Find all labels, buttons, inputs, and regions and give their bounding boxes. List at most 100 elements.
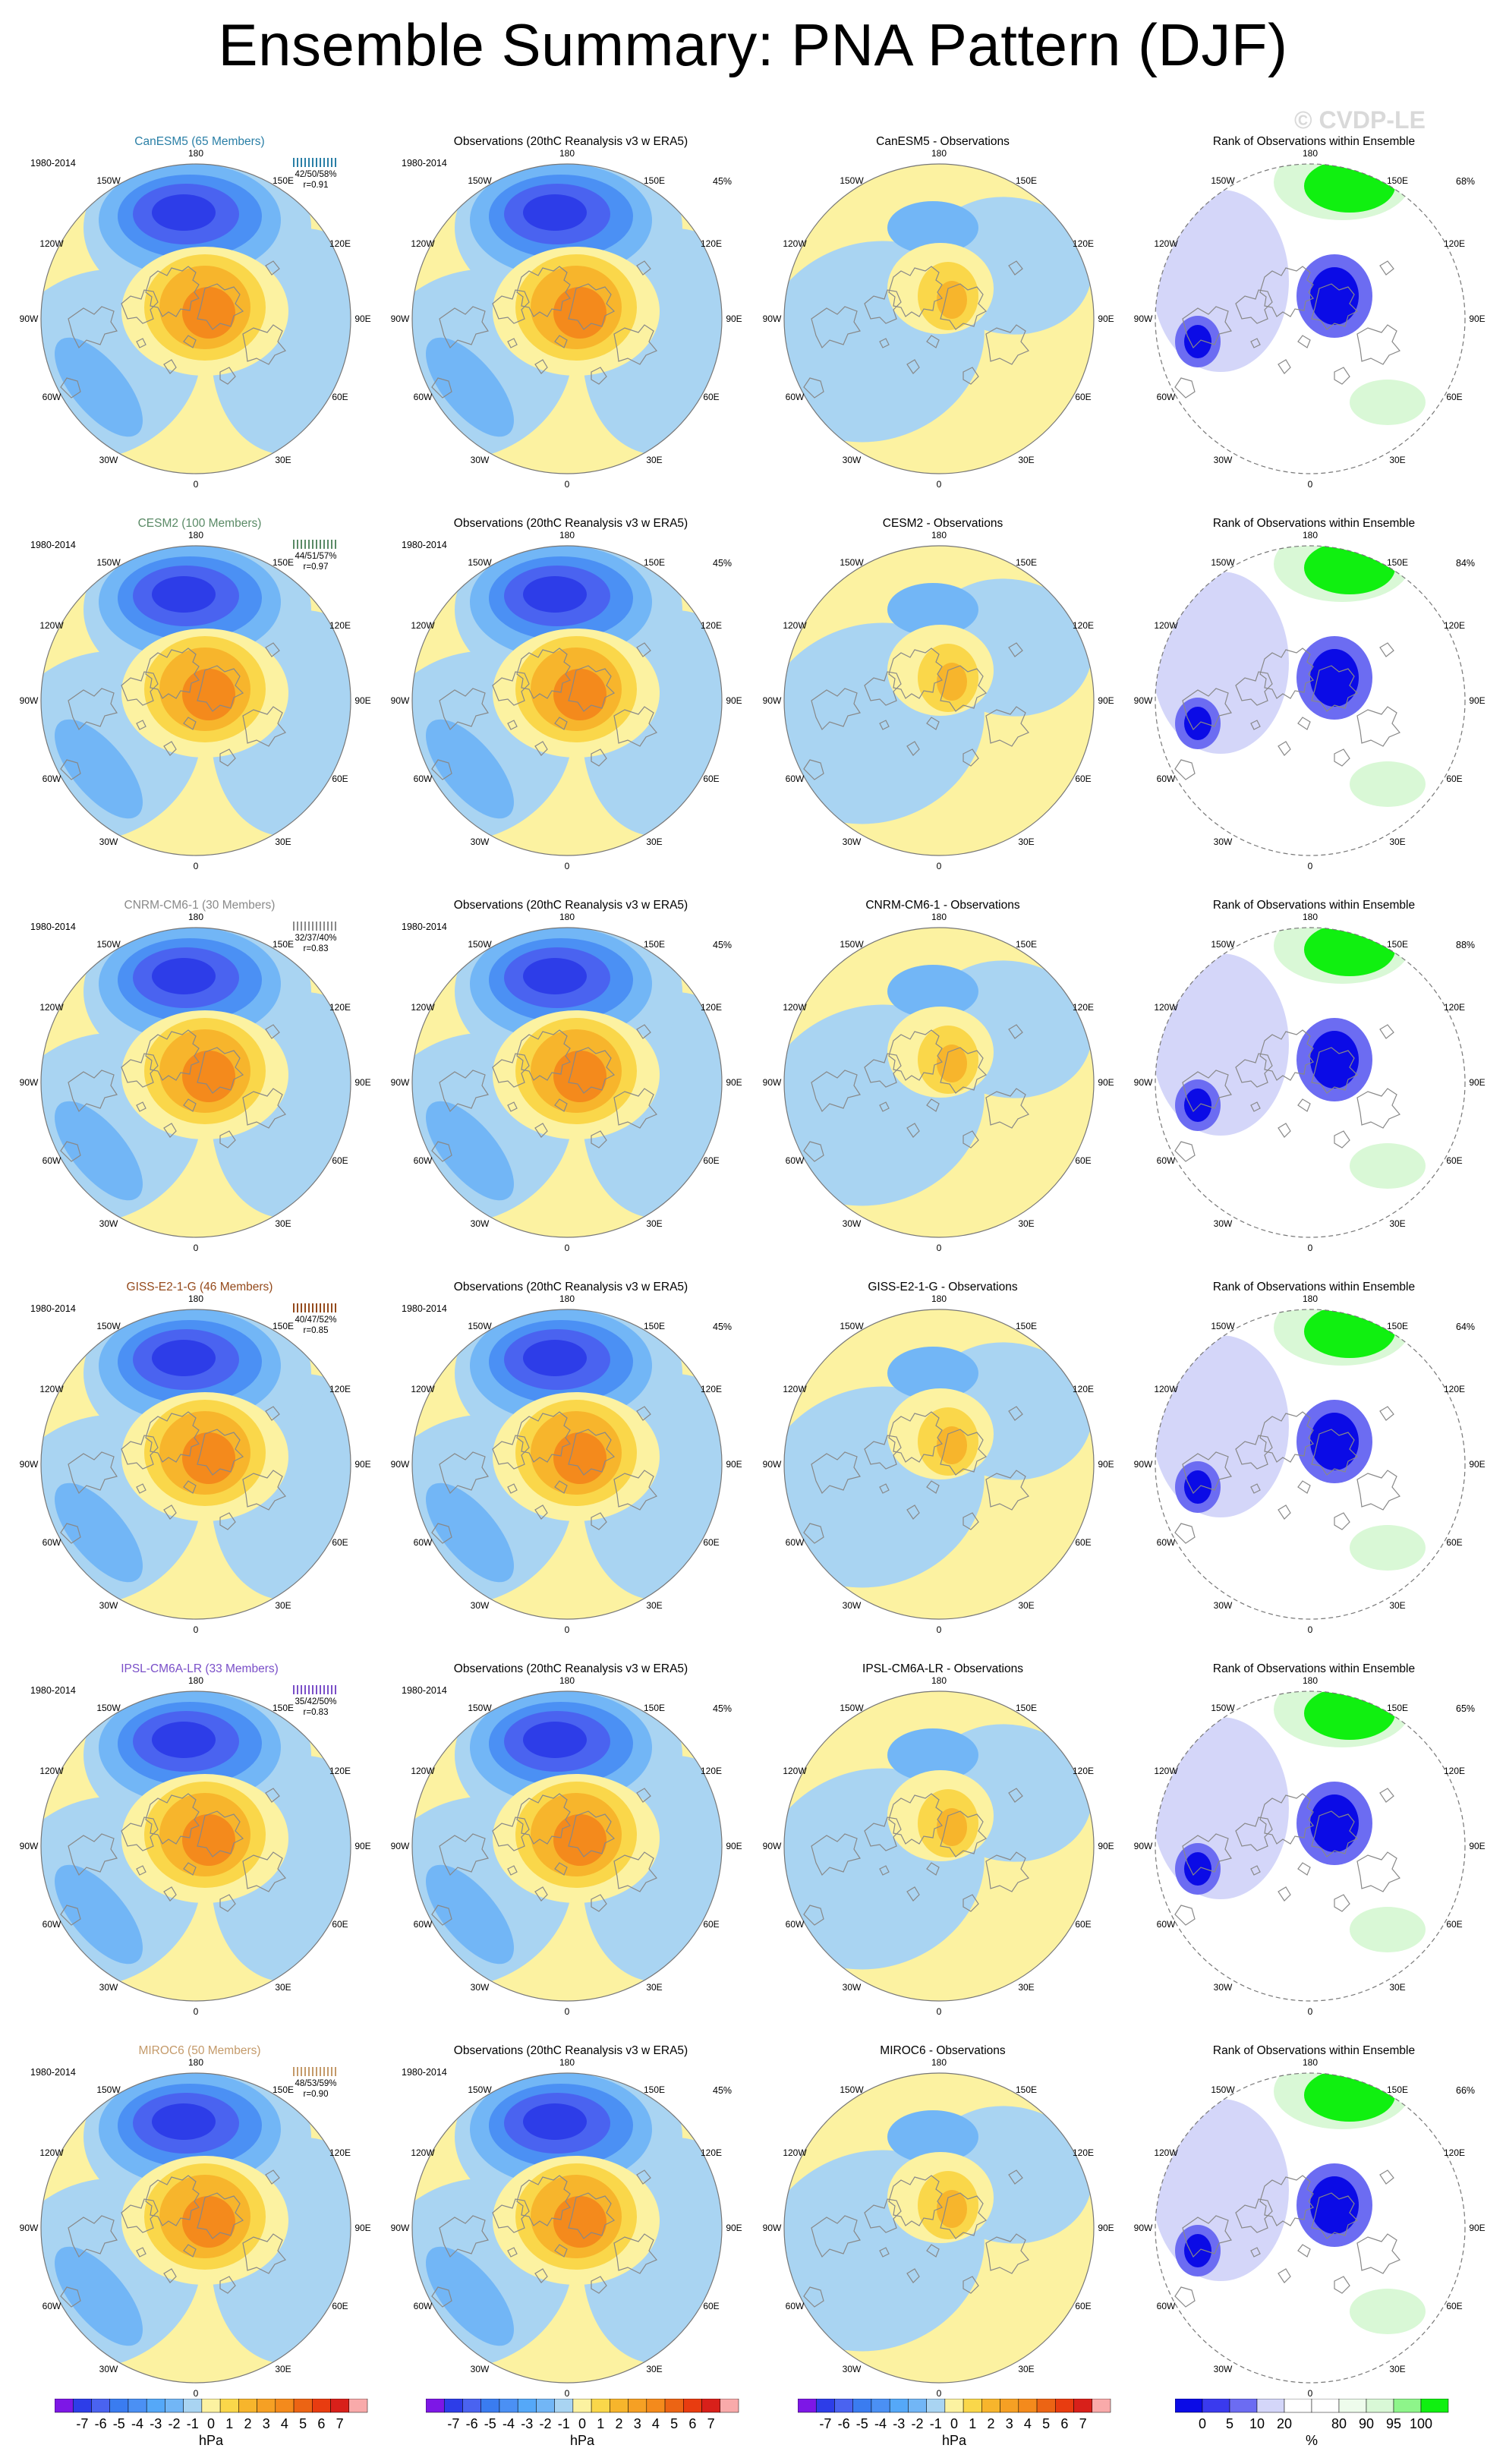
lon-label-ru: 120E xyxy=(1443,1384,1466,1394)
panel-model-6: MIROC6 (50 Members) 1980-2014 48/53/59% r=0… xyxy=(15,2023,384,2399)
panel-obs-4: Observations (20thC Reanalysis v3 w ERA5… xyxy=(386,1259,755,1636)
lon-label-bottom: 0 xyxy=(1307,1624,1313,1635)
panel-obs-1: Observations (20thC Reanalysis v3 w ERA5… xyxy=(386,114,755,490)
lon-label-ur: 150E xyxy=(1015,2084,1038,2095)
colorbar-tick: -3 xyxy=(893,2416,906,2431)
lon-label-top: 180 xyxy=(931,148,947,159)
lon-label-bottom: 0 xyxy=(936,2388,942,2399)
lon-label-ur: 150E xyxy=(272,939,295,950)
lon-label-lu: 120W xyxy=(411,1384,435,1394)
lon-label-bl: 30W xyxy=(1213,2364,1233,2374)
panel-title: Rank of Observations within Ensemble xyxy=(1212,899,1416,912)
polar-map xyxy=(1155,2072,1466,2384)
lon-label-ur: 150E xyxy=(272,175,295,186)
colorbar-tick: 2 xyxy=(987,2416,995,2431)
lon-label-right: 90E xyxy=(354,695,371,706)
ensemble-stats: 44/51/57% r=0.97 xyxy=(278,540,354,572)
colorbar-tick: 10 xyxy=(1249,2416,1265,2431)
lon-label-br: 30E xyxy=(646,1600,663,1611)
lon-label-lu: 120W xyxy=(1154,2147,1178,2158)
lon-label-rl: 60E xyxy=(703,774,720,784)
lon-label-left: 90W xyxy=(19,1077,39,1088)
lon-label-right: 90E xyxy=(726,314,742,324)
polar-map xyxy=(783,1690,1095,2002)
ensemble-stats: 40/47/52% r=0.85 xyxy=(278,1303,354,1336)
lon-label-right: 90E xyxy=(726,1077,742,1088)
colorbar-tick: 5 xyxy=(1042,2416,1051,2431)
colorbar-tick: 5 xyxy=(299,2416,307,2431)
lon-label-bl: 30W xyxy=(470,1982,490,1993)
percentiles: 35/42/50% xyxy=(295,1697,337,1706)
colorbar-tick: 7 xyxy=(707,2416,715,2431)
colorbar-tick: 2 xyxy=(244,2416,252,2431)
colorbar-tick: 4 xyxy=(280,2416,288,2431)
lon-label-ul: 150W xyxy=(1211,1703,1235,1713)
lon-label-ur: 150E xyxy=(1015,557,1038,568)
panel-title: Rank of Observations within Ensemble xyxy=(1212,1281,1416,1293)
lon-label-left: 90W xyxy=(762,1841,782,1851)
lon-label-ul: 150W xyxy=(840,1703,864,1713)
lon-label-right: 90E xyxy=(354,314,371,324)
polar-map xyxy=(411,545,723,856)
colorbar-tick: -7 xyxy=(447,2416,460,2431)
colorbar-tick: 6 xyxy=(688,2416,697,2431)
lon-label-br: 30E xyxy=(275,455,291,465)
lon-label-br: 30E xyxy=(1018,1600,1035,1611)
panel-title: CNRM-CM6-1 - Observations xyxy=(865,899,1020,912)
ensemble-stats: 48/53/59% r=0.90 xyxy=(278,2067,354,2100)
colorbar-tick: 5 xyxy=(1225,2416,1234,2431)
lon-label-bottom: 0 xyxy=(936,861,942,871)
panel-title: Observations (20thC Reanalysis v3 w ERA5… xyxy=(453,899,688,912)
lon-label-rl: 60E xyxy=(1075,774,1092,784)
lon-label-lu: 120W xyxy=(1154,1384,1178,1394)
lon-label-ur: 150E xyxy=(643,1703,666,1713)
lon-label-ru: 120E xyxy=(329,238,351,249)
lon-label-ur: 150E xyxy=(643,557,666,568)
lon-label-ur: 150E xyxy=(643,2084,666,2095)
lon-label-right: 90E xyxy=(1098,1077,1114,1088)
lon-label-br: 30E xyxy=(646,2364,663,2374)
lon-label-ll: 60W xyxy=(42,1537,61,1548)
lon-label-ur: 150E xyxy=(272,1321,295,1331)
lon-label-right: 90E xyxy=(1098,314,1114,324)
lon-label-lu: 120W xyxy=(39,1384,64,1394)
lon-label-bottom: 0 xyxy=(193,2006,199,2017)
colorbar-tick: 3 xyxy=(262,2416,270,2431)
lon-label-br: 30E xyxy=(1018,455,1035,465)
colorbar-tick: -1 xyxy=(186,2416,199,2431)
lon-label-ll: 60W xyxy=(42,1919,61,1930)
lon-label-rl: 60E xyxy=(1075,2301,1092,2311)
lon-label-br: 30E xyxy=(1018,1982,1035,1993)
percentiles: 40/47/52% xyxy=(295,1315,337,1325)
lon-label-right: 90E xyxy=(1469,2223,1486,2233)
lon-label-lu: 120W xyxy=(783,620,807,631)
colorbar-tick: 0 xyxy=(578,2416,587,2431)
lon-label-right: 90E xyxy=(726,1841,742,1851)
lon-label-lu: 120W xyxy=(783,238,807,249)
lon-label-ll: 60W xyxy=(1156,1537,1176,1548)
panel-title: Observations (20thC Reanalysis v3 w ERA5… xyxy=(453,135,688,148)
lon-label-bottom: 0 xyxy=(1307,2006,1313,2017)
lon-label-br: 30E xyxy=(1389,837,1406,847)
lon-label-ru: 120E xyxy=(329,2147,351,2158)
colorbar-tick: 0 xyxy=(1198,2416,1207,2431)
lon-label-ul: 150W xyxy=(96,175,121,186)
lon-label-lu: 120W xyxy=(411,1002,435,1013)
lon-label-lu: 120W xyxy=(39,620,64,631)
lon-label-br: 30E xyxy=(1389,1982,1406,1993)
lon-label-lu: 120W xyxy=(1154,238,1178,249)
member-spread-marks xyxy=(293,158,339,167)
panel-title: Rank of Observations within Ensemble xyxy=(1212,135,1416,148)
lon-label-br: 30E xyxy=(275,2364,291,2374)
lon-label-rl: 60E xyxy=(1446,1537,1463,1548)
colorbar-tick: -4 xyxy=(131,2416,144,2431)
lon-label-rl: 60E xyxy=(332,392,348,402)
lon-label-top: 180 xyxy=(1302,912,1319,922)
lon-label-right: 90E xyxy=(1098,1459,1114,1470)
period-label: 1980-2014 xyxy=(402,1303,447,1314)
lon-label-top: 180 xyxy=(187,912,204,922)
lon-label-top: 180 xyxy=(931,1293,947,1304)
lon-label-top: 180 xyxy=(187,1293,204,1304)
lon-label-bottom: 0 xyxy=(564,2006,570,2017)
lon-label-ll: 60W xyxy=(785,1919,805,1930)
